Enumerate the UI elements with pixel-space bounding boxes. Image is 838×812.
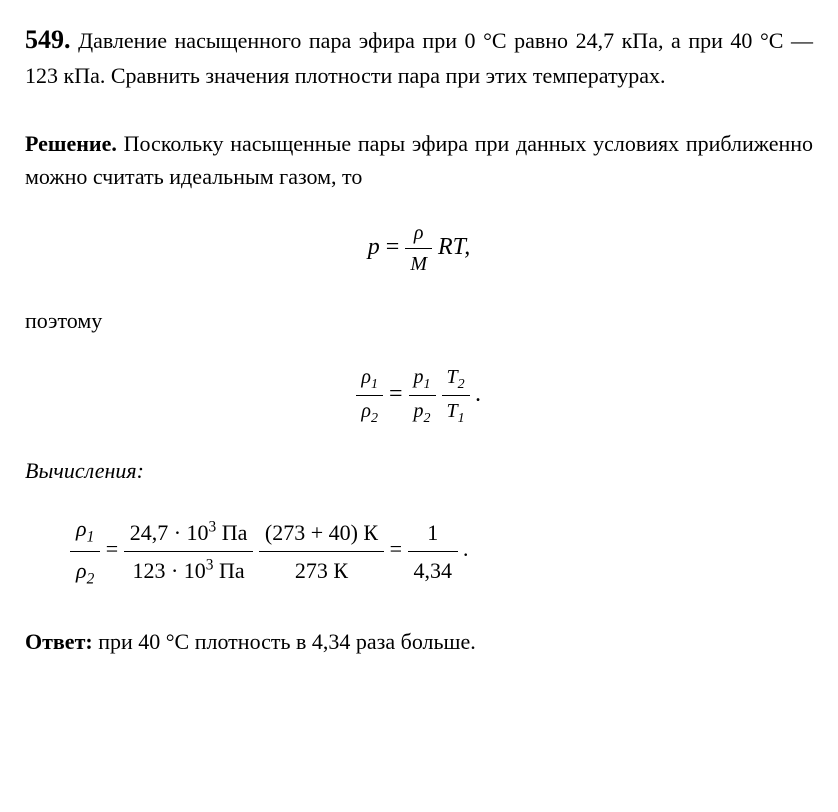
solution-paragraph: Решение. Поскольку насыщенные пары эфира… — [25, 127, 813, 193]
eq1-fraction: ρ M — [405, 218, 432, 279]
equation-ideal-gas: p = ρ M RT, — [25, 218, 813, 279]
calc-result-frac: 1 4,34 — [408, 516, 459, 587]
eq1-lhs: p — [368, 234, 380, 260]
calculations-label: Вычисления: — [25, 454, 813, 487]
solution-text: Поскольку насыщенные пары эфира при данн… — [25, 131, 813, 189]
problem-text: Давление насыщенного пара эфира при 0 °С… — [25, 28, 813, 88]
word-therefore: поэтому — [25, 304, 813, 337]
eq2-rhs2-frac: T2 T1 — [442, 362, 470, 429]
answer-label: Ответ: — [25, 629, 93, 654]
eq2-rhs1-frac: p1 p2 — [409, 362, 436, 429]
problem-number: 549. — [25, 25, 71, 54]
eq1-den: M — [405, 249, 432, 279]
answer-section: Ответ: при 40 °С плотность в 4,34 раза б… — [25, 625, 813, 658]
answer-text: при 40 °С плотность в 4,34 раза больше. — [98, 629, 476, 654]
solution-label: Решение. — [25, 131, 117, 156]
calc-frac1: 24,7 · 103 Па 123 · 103 Па — [124, 515, 254, 587]
calculation-equation: ρ1 ρ2 = 24,7 · 103 Па 123 · 103 Па (273 … — [25, 512, 813, 590]
problem-statement: 549. Давление насыщенного пара эфира при… — [25, 20, 813, 92]
equation-ratio: ρ1 ρ2 = p1 p2 T2 T1 . — [25, 362, 813, 429]
eq2-lhs-frac: ρ1 ρ2 — [356, 362, 383, 429]
calc-frac2: (273 + 40) К 273 К — [259, 516, 384, 587]
eq1-rhs: RT, — [438, 234, 470, 260]
calc-lhs-frac: ρ1 ρ2 — [70, 512, 100, 590]
eq1-num: ρ — [405, 218, 432, 249]
